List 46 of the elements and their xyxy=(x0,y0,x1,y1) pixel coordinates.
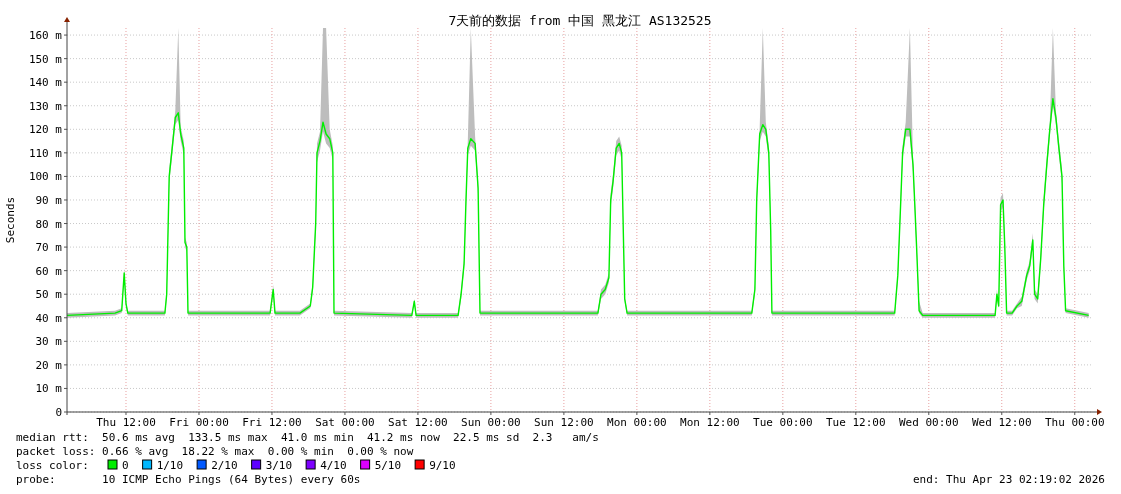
text: end: Thu Apr 23 02:19:02 2026 xyxy=(912,473,1105,486)
y-tick-label: 90 m xyxy=(35,193,63,207)
legend-label: 5/10 xyxy=(374,459,402,472)
text: probe: 10 ICMP Echo Pings (64 Bytes) every 60s xyxy=(16,473,361,486)
y-tick-label: 60 m xyxy=(35,264,63,278)
x-tick-label: Thu 12:00 xyxy=(96,416,156,429)
y-tick-label: 70 m xyxy=(35,241,63,255)
chart-title: 7天前的数据 from 中国 黑龙江 AS132525 xyxy=(448,13,712,28)
x-tick-label: Wed 12:00 xyxy=(971,416,1032,429)
x-tick-label: Fri 00:00 xyxy=(169,416,229,429)
y-tick-label: 40 m xyxy=(35,311,63,325)
y-tick-label: 0 xyxy=(55,406,62,419)
y-tick-label: 150 m xyxy=(28,52,63,66)
y-tick-label: 100 m xyxy=(28,170,63,184)
y-tick-label: 50 m xyxy=(35,288,63,302)
legend-title: loss color: xyxy=(16,459,89,472)
x-tick-label: Fri 12:00 xyxy=(242,416,302,429)
x-tick-label: Mon 12:00 xyxy=(680,416,740,429)
x-tick-label: Sat 00:00 xyxy=(315,416,375,429)
y-tick-label: 120 m xyxy=(28,123,63,137)
legend-label: 3/10 xyxy=(265,459,293,472)
x-tick-label: Sun 12:00 xyxy=(534,416,594,429)
x-tick-label: Sun 00:00 xyxy=(461,416,521,429)
x-tick-label: Thu 00:00 xyxy=(1044,416,1105,429)
y-tick-label: 110 m xyxy=(28,146,63,160)
y-tick-label: 160 m xyxy=(28,29,63,43)
text: median rtt: 50.6 ms avg 133.5 ms max 41.0 ms min 41.2 ms now 22.5 ms sd 2.3 am/s xyxy=(16,431,599,444)
line-series xyxy=(67,98,1090,317)
x-tick-label: Wed 00:00 xyxy=(898,416,959,429)
text: packet loss: 0.66 % avg 18.22 % max 0.00 % min 0.00 % now xyxy=(16,445,414,458)
y-tick-label: 20 m xyxy=(35,358,63,372)
y-axis-title: Seconds xyxy=(4,196,17,244)
x-tick-label: Sat 12:00 xyxy=(388,416,448,429)
y-tick-label: 30 m xyxy=(35,335,63,349)
x-tick-label: Mon 00:00 xyxy=(607,416,667,429)
legend-label: 9/10 xyxy=(429,459,456,472)
legend-label: 0 xyxy=(122,459,129,472)
legend-label: 4/10 xyxy=(320,459,347,472)
x-tick-label: Tue 00:00 xyxy=(753,416,813,429)
y-tick-label: 10 m xyxy=(35,382,63,396)
y-tick-label: 80 m xyxy=(35,217,63,231)
x-tick-label: Tue 12:00 xyxy=(826,416,886,429)
y-tick-label: 130 m xyxy=(28,99,63,113)
y-tick-label: 140 m xyxy=(28,76,63,90)
legend-label: 1/10 xyxy=(156,459,184,472)
legend-label: 2/10 xyxy=(211,459,238,472)
